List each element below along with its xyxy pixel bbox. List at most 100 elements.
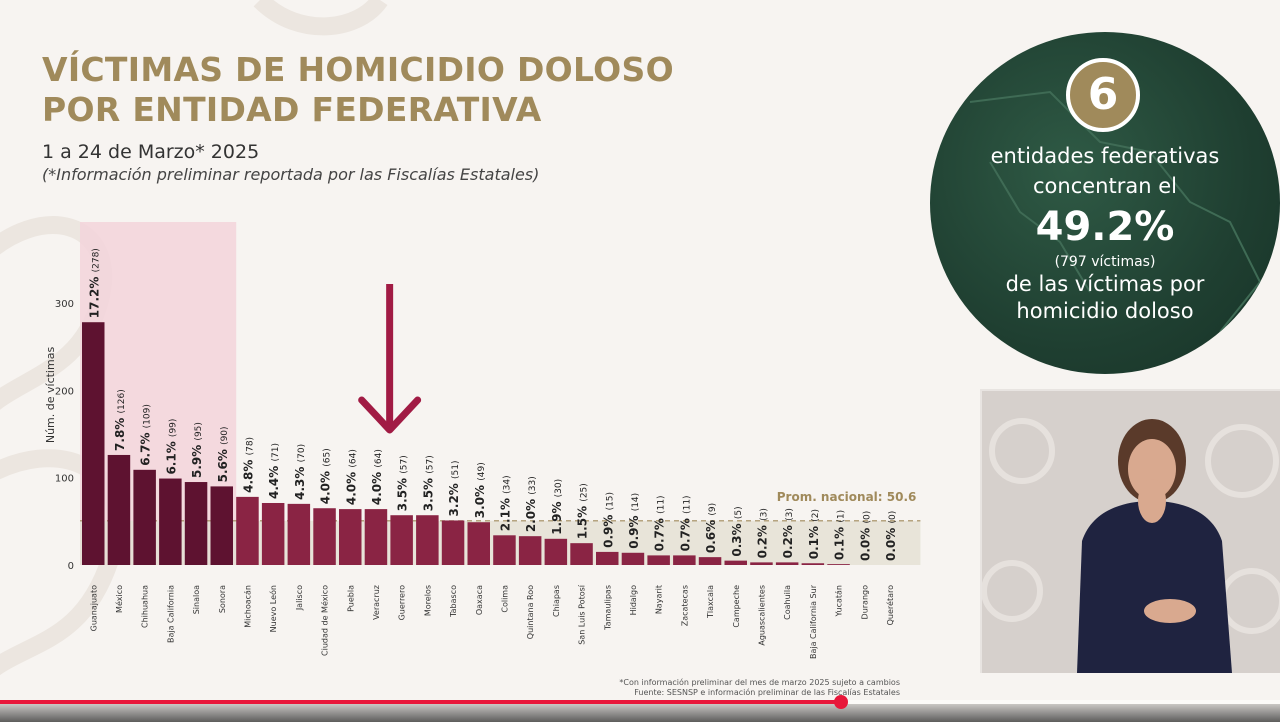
data-label: 0.6% (9) (704, 503, 718, 553)
summary-circle: 6 entidades federativas concentran el 49… (930, 32, 1280, 374)
summary-line-1: entidades federativas (990, 144, 1220, 168)
preliminary-note: (*Información preliminar reportada por l… (42, 165, 540, 184)
bar (518, 536, 542, 565)
video-progress-bar[interactable] (0, 695, 1280, 709)
data-label: 4.8% (78) (241, 437, 255, 493)
count-label: (33) (528, 476, 538, 494)
data-label: 17.2% (278) (87, 248, 101, 318)
data-label: 0.0% (0) (884, 511, 898, 561)
percent-label: 3.5% (396, 474, 410, 511)
category-label: Quintana Roo (526, 585, 535, 639)
bar (390, 515, 413, 565)
count-label: (1) (837, 510, 847, 523)
data-label: 6.1% (99) (164, 419, 178, 475)
bar (364, 509, 388, 565)
percent-label: 6.1% (164, 437, 178, 474)
bar (621, 552, 645, 565)
bar (184, 482, 208, 565)
average-label: Prom. nacional: 50.6 (777, 490, 917, 504)
bar (544, 538, 568, 565)
percent-label: 7.8% (113, 413, 127, 450)
percent-label: 0.2% (781, 521, 795, 558)
highlight-region (80, 222, 237, 565)
data-label: 0.3% (5) (730, 506, 744, 556)
bar (210, 486, 233, 565)
percent-label: 0.3% (730, 519, 744, 556)
y-tick-label: 200 (55, 386, 74, 397)
bar (287, 503, 311, 565)
percent-label: 0.6% (704, 516, 718, 553)
percent-label: 0.1% (807, 522, 821, 559)
count-label: (64) (348, 449, 358, 467)
count-label: (14) (631, 493, 641, 511)
percent-label: 0.7% (678, 514, 692, 551)
bar (313, 508, 336, 565)
footnote: *Con información preliminar del mes de m… (560, 678, 900, 698)
data-label: 0.1% (1) (833, 510, 847, 560)
count-label: (0) (862, 511, 872, 524)
count-label: (51) (451, 461, 461, 479)
y-tick-label: 0 (68, 561, 74, 572)
data-label: 0.1% (2) (807, 509, 821, 559)
count-label: (99) (168, 419, 178, 437)
category-label: Aguascalientes (757, 585, 766, 646)
y-tick-label: 100 (55, 474, 74, 485)
data-label: 7.8% (126) (113, 389, 127, 451)
percent-label: 3.2% (447, 479, 461, 516)
category-label: Campeche (732, 585, 741, 628)
percent-label: 4.3% (293, 462, 307, 499)
bar (827, 564, 850, 565)
date-range: 1 a 24 de Marzo* 2025 (42, 141, 260, 163)
map-outline-decoration (969, 90, 1262, 333)
y-axis-label: Núm. de víctimas (44, 347, 57, 444)
percent-label: 0.7% (653, 514, 667, 551)
data-label: 0.7% (11) (678, 495, 692, 551)
bar (416, 515, 439, 565)
sign-language-interpreter (980, 389, 1280, 673)
bar (493, 535, 516, 565)
category-label: Querétaro (885, 585, 895, 625)
data-label: 4.0% (65) (319, 448, 333, 504)
count-label: (90) (220, 426, 230, 444)
percent-label: 0.2% (755, 521, 769, 558)
bar (236, 496, 259, 565)
bar (261, 502, 285, 565)
count-label: (9) (708, 503, 718, 516)
category-label: Tlaxcala (706, 585, 715, 619)
data-label: 1.5% (25) (576, 483, 590, 539)
percent-label: 2.0% (524, 495, 538, 532)
percent-label: 0.0% (884, 524, 898, 561)
count-label: (57) (400, 455, 410, 473)
percent-label: 6.7% (139, 428, 153, 465)
bar (750, 562, 773, 565)
data-label: 0.0% (0) (858, 511, 872, 561)
data-label: 0.2% (3) (755, 508, 769, 558)
percent-label: 5.6% (216, 445, 230, 482)
percent-label: 2.1% (498, 494, 512, 531)
percent-label: 4.0% (344, 468, 358, 505)
category-label: Oaxaca (475, 585, 484, 615)
title-line-2: POR ENTIDAD FEDERATIVA (42, 90, 542, 129)
category-label: San Luis Potosí (578, 584, 587, 645)
count-label: (25) (580, 483, 590, 501)
percent-label: 5.9% (190, 441, 204, 478)
data-label: 4.0% (64) (370, 449, 384, 505)
count-label: (34) (502, 475, 512, 493)
count-label: (3) (785, 508, 795, 521)
count-label: (95) (194, 422, 204, 440)
summary-victims: (797 víctimas) (1054, 254, 1156, 270)
category-label: Jalisco (295, 585, 304, 611)
category-label: Guanajuato (89, 585, 98, 631)
summary-line-4: homicidio doloso (1016, 299, 1194, 323)
percent-label: 4.0% (370, 468, 384, 505)
category-label: Nuevo León (268, 585, 278, 632)
data-label: 0.7% (11) (653, 495, 667, 551)
bar (698, 557, 722, 565)
count-label: (5) (734, 506, 744, 519)
bar (596, 551, 619, 565)
bar (82, 322, 105, 565)
count-label: (11) (657, 495, 667, 513)
video-scrubber-handle[interactable] (833, 695, 848, 709)
category-label: Durango (860, 585, 869, 620)
video-progress-fill (0, 700, 841, 704)
